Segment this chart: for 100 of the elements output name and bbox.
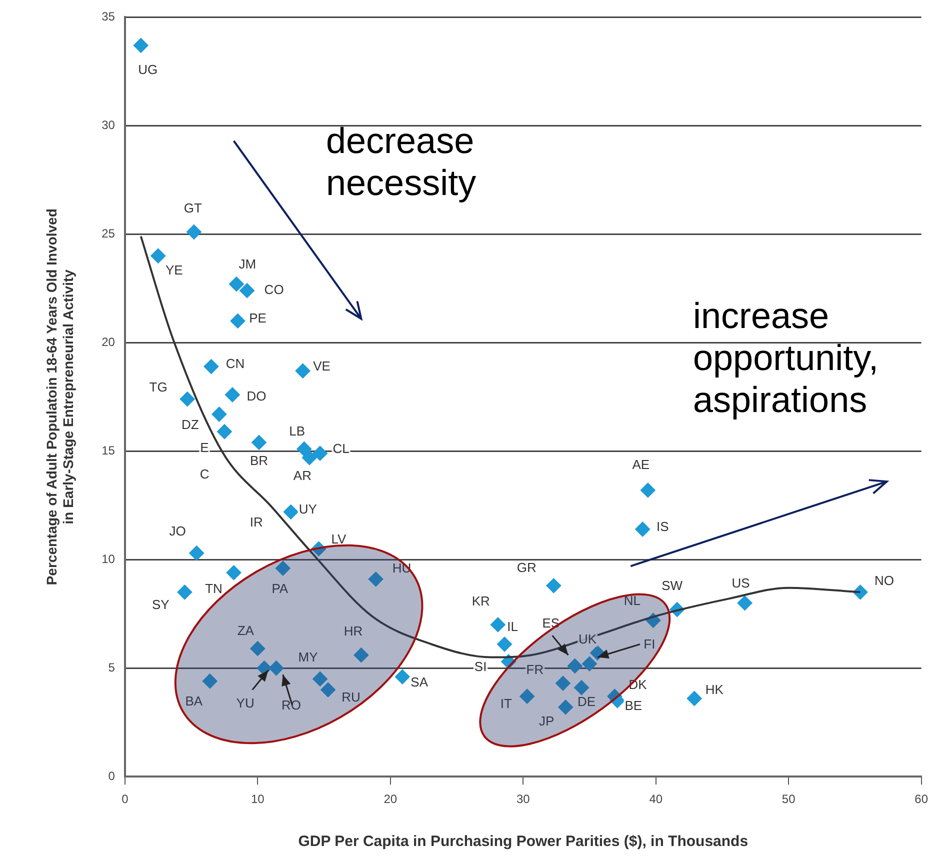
data-label: IS xyxy=(656,518,670,534)
data-label: SI xyxy=(474,659,487,674)
point xyxy=(216,424,232,440)
data-label: VE xyxy=(313,358,331,374)
point xyxy=(252,434,267,450)
data-label: CN xyxy=(226,356,245,372)
data-label: FI xyxy=(644,636,656,652)
point xyxy=(224,387,240,402)
point xyxy=(311,541,326,556)
data-label: BA xyxy=(185,694,203,709)
data-label: PA xyxy=(272,580,288,596)
point xyxy=(520,688,535,704)
point xyxy=(640,482,656,498)
point xyxy=(295,363,310,378)
point xyxy=(189,546,204,561)
point xyxy=(686,690,702,706)
point xyxy=(574,680,590,696)
x-tick-label: 40 xyxy=(649,792,663,806)
data-label: SW xyxy=(662,578,684,594)
point xyxy=(180,392,195,407)
point xyxy=(133,38,148,53)
data-label: DE xyxy=(578,694,596,710)
data-label: NL xyxy=(624,592,641,608)
point xyxy=(312,671,328,686)
point xyxy=(320,682,336,698)
data-label: TN xyxy=(205,581,222,596)
data-label: SA xyxy=(410,674,428,690)
point xyxy=(354,648,369,663)
y-tick-label: 0 xyxy=(108,768,116,783)
data-label: E xyxy=(200,440,210,456)
point xyxy=(555,676,570,691)
data-label: YU xyxy=(236,696,254,711)
annotation: IR xyxy=(250,514,263,530)
data-label: FR xyxy=(526,662,544,677)
point xyxy=(230,313,246,328)
point xyxy=(202,674,218,689)
data-label: LV xyxy=(331,531,347,546)
data-label: BE xyxy=(624,698,642,714)
point xyxy=(296,441,312,456)
point xyxy=(312,446,328,461)
point xyxy=(283,504,298,520)
data-label: DZ xyxy=(182,416,199,432)
y-tick-label: 20 xyxy=(102,334,116,349)
data-label: KR xyxy=(472,593,490,608)
data-label: IT xyxy=(500,696,512,711)
x-tick-label: 30 xyxy=(516,792,530,806)
data-label: IL xyxy=(507,618,518,634)
data-label: GR xyxy=(516,560,536,576)
data-label: HK xyxy=(705,682,724,698)
y-tick-label: 5 xyxy=(108,660,116,674)
x-tick-label: 60 xyxy=(914,792,928,806)
data-label: YE xyxy=(165,262,184,278)
x-tick-label: 50 xyxy=(782,792,796,806)
point xyxy=(275,560,290,576)
data-label: JO xyxy=(169,524,186,539)
y-axis-title: Percentage of Adult Populatoin 18-64 Years Old Involved in Early-Stage Entrepreneurial Activity xyxy=(43,208,76,586)
data-label: HR xyxy=(344,624,363,639)
data-label: MY xyxy=(298,650,318,665)
data-label: CO xyxy=(264,282,284,298)
point xyxy=(368,572,384,587)
data-label: PE xyxy=(249,310,267,326)
point xyxy=(177,584,192,600)
y-tick-label: 15 xyxy=(102,443,116,458)
x-axis-title: GDP Per Capita in Purchasing Power Parities ($), in Thousands xyxy=(298,833,748,850)
data-label: JP xyxy=(539,714,554,729)
point xyxy=(635,522,650,537)
point xyxy=(546,578,562,594)
point xyxy=(268,660,284,676)
data-label: DO xyxy=(246,388,266,404)
point xyxy=(250,641,266,656)
x-tick-label: 20 xyxy=(384,792,398,806)
data-label: US xyxy=(732,576,750,591)
x-tick-label: 10 xyxy=(251,792,265,806)
data-label: BR xyxy=(250,453,268,468)
data-label: SY xyxy=(152,596,170,612)
y-tick-label: 25 xyxy=(102,226,116,240)
point xyxy=(186,224,202,240)
data-label: NO xyxy=(874,572,894,588)
point xyxy=(240,283,255,298)
data-label: GT xyxy=(184,200,202,216)
point xyxy=(394,669,410,684)
data-label: LB xyxy=(289,424,306,439)
data-label: AE xyxy=(632,456,650,472)
data-label: RO xyxy=(282,698,302,713)
data-label: AR xyxy=(293,468,312,484)
y-tick-label: 30 xyxy=(102,118,116,132)
annotation: C xyxy=(200,466,210,482)
y-tick-label: 10 xyxy=(102,552,116,566)
point xyxy=(228,276,244,292)
point xyxy=(497,636,512,652)
y-tick-label: 35 xyxy=(102,10,116,24)
point xyxy=(302,450,317,466)
point xyxy=(737,596,752,611)
point xyxy=(558,700,574,715)
annotation: decrease necessity xyxy=(326,120,476,203)
annotation: increase opportunity, aspirations xyxy=(693,294,878,420)
data-label: UY xyxy=(298,501,318,516)
point xyxy=(582,656,597,672)
data-label: ZA xyxy=(237,623,254,638)
point xyxy=(204,359,219,374)
